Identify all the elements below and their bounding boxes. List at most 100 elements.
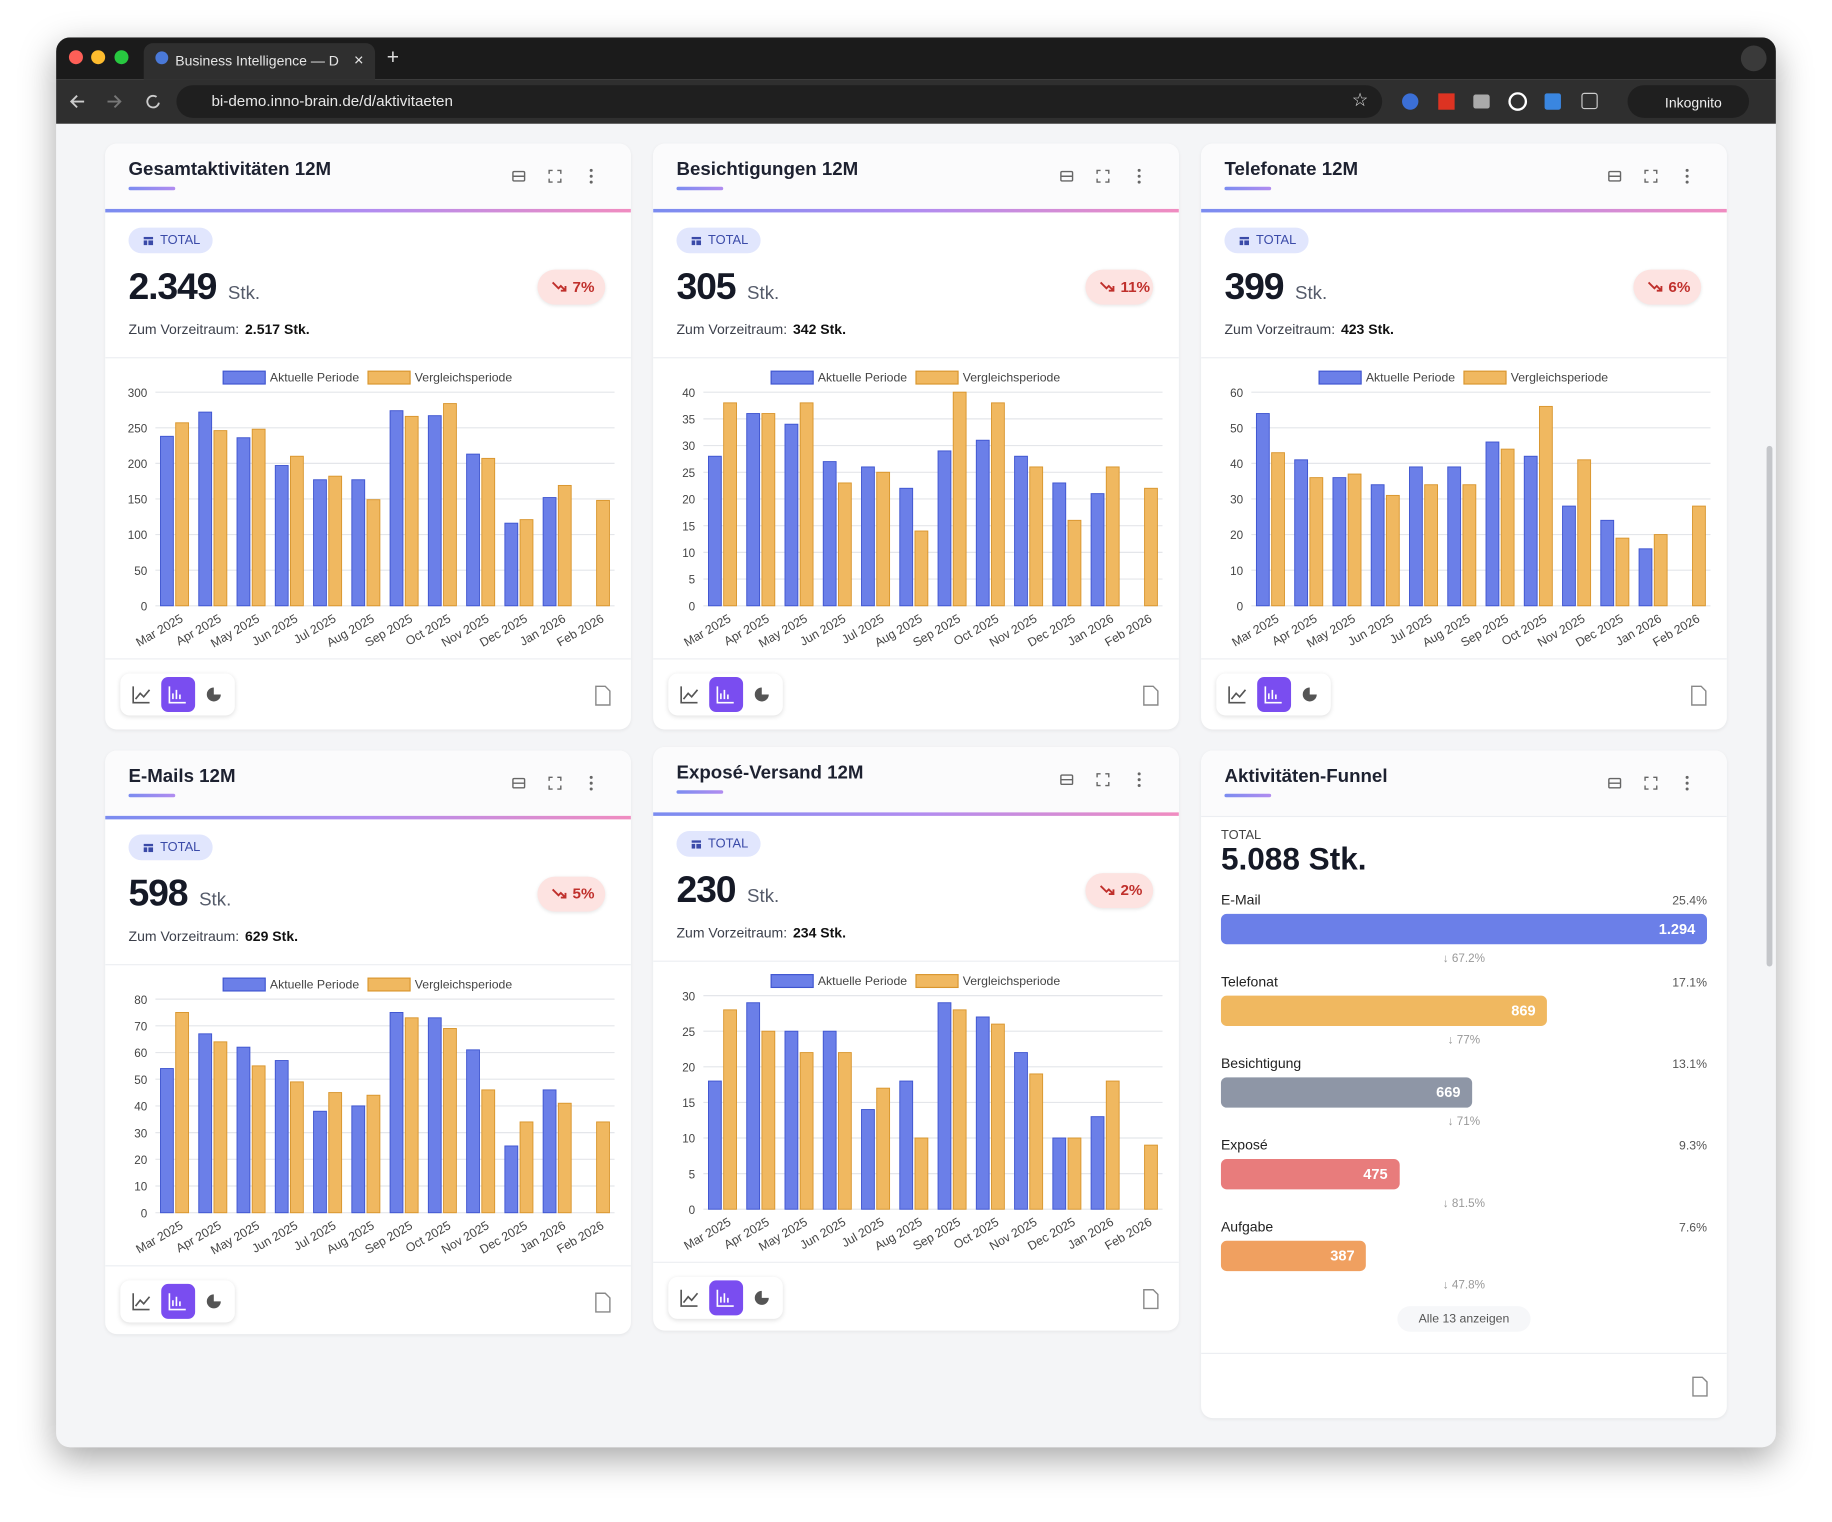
extensions[interactable] (1400, 89, 1610, 115)
menu-button[interactable] (1137, 168, 1141, 184)
menu-button[interactable] (1685, 168, 1689, 184)
bar-value: 387 (1330, 1247, 1355, 1265)
export-button[interactable] (1141, 685, 1160, 706)
pie-chart-button[interactable] (754, 687, 769, 702)
new-tab[interactable]: + (386, 45, 400, 69)
export-button[interactable] (594, 685, 613, 706)
change-value: 6% (1668, 277, 1691, 296)
y-tick-label: 100 (128, 529, 148, 542)
pie-chart-button[interactable] (206, 1294, 221, 1309)
bar-chart-button[interactable] (709, 1280, 744, 1316)
bar-chart-button[interactable] (161, 1283, 196, 1319)
chart: 0 10 20 30 40 50 60 70 80 Aktuelle Periode Verglei… (134, 977, 615, 1257)
export-button[interactable] (1689, 685, 1708, 706)
kpi-value: 598 (128, 871, 189, 914)
divider (1201, 357, 1727, 359)
panel-actions (512, 775, 593, 791)
expand-button[interactable] (1644, 776, 1658, 790)
y-tick-label: 0 (1237, 600, 1244, 613)
line-chart-button[interactable] (132, 686, 151, 704)
export-button[interactable] (1691, 1376, 1710, 1397)
y-tick-label: 60 (134, 1047, 147, 1060)
kpi: 399 Stk. (1224, 265, 1327, 308)
tab-close[interactable]: × (354, 50, 364, 69)
bar-chart-button[interactable] (161, 676, 196, 712)
menu-button[interactable] (1137, 772, 1141, 788)
icon (551, 888, 567, 899)
table-button[interactable] (512, 777, 526, 789)
bar (991, 402, 1005, 607)
bar (1052, 482, 1067, 607)
bar (1638, 548, 1653, 607)
bar (1090, 493, 1105, 607)
chart: 0 5 10 15 20 25 30 35 40 Aktuelle Periode Vergleic… (681, 370, 1163, 650)
divider (1201, 1352, 1727, 1354)
previous-value: 2.517 Stk. (245, 320, 310, 338)
menu-button[interactable] (1685, 775, 1689, 791)
expand-button[interactable] (1096, 169, 1110, 183)
legend-swatch (222, 977, 266, 992)
y-tick-label: 20 (682, 1061, 695, 1074)
menu-button[interactable] (589, 775, 593, 791)
table-button[interactable] (1060, 774, 1074, 786)
funnel-bar: 669 (1220, 1077, 1473, 1108)
profile-button[interactable]: Inkognito (1627, 85, 1750, 118)
window-controls[interactable] (56, 37, 149, 79)
icon (691, 843, 696, 849)
address-bar[interactable]: bi-demo.inno-brain.de/d/aktivitaeten ☆ (176, 85, 1383, 118)
title-accent (676, 790, 724, 794)
bar (952, 391, 967, 607)
y-tick-label: 0 (141, 1207, 148, 1220)
table-button[interactable] (1608, 777, 1622, 789)
badge-icon (143, 843, 154, 853)
conversion-rate: ↓ 67.2% (1442, 952, 1486, 966)
previous-period: Zum Vorzeitraum: 342 Stk. (676, 321, 846, 337)
bookmark-star[interactable]: ☆ (1351, 91, 1369, 111)
badge-text: TOTAL (160, 233, 201, 248)
bar (504, 1145, 519, 1214)
pie-chart-button[interactable] (206, 687, 221, 702)
expand-button[interactable] (1096, 773, 1110, 787)
tab-search[interactable] (1740, 45, 1767, 72)
line-chart-button[interactable] (132, 1293, 151, 1311)
y-tick-label: 10 (1230, 565, 1243, 578)
icon (1685, 168, 1689, 172)
pie-chart-button[interactable] (754, 1290, 769, 1305)
kpi-value: 230 (676, 868, 736, 911)
scrollbar[interactable] (1766, 445, 1773, 967)
show-all-button[interactable]: Alle 13 anzeigen (1397, 1306, 1531, 1332)
icon (1137, 174, 1141, 178)
line-chart-button[interactable] (680, 1289, 699, 1307)
y-tick-label: 5 (689, 574, 695, 587)
table-button[interactable] (1608, 170, 1622, 182)
line-chart-button[interactable] (1228, 686, 1247, 704)
bar (975, 1016, 990, 1210)
trend-icon (551, 281, 567, 292)
menu-button[interactable] (589, 168, 593, 184)
table-button[interactable] (1060, 170, 1074, 182)
previous-label: Zum Vorzeitraum: (676, 320, 788, 338)
bar-chart-button[interactable] (709, 676, 744, 712)
pie-chart-button[interactable] (1302, 687, 1317, 702)
badge-text: TOTAL (708, 836, 749, 851)
divider (653, 357, 1179, 359)
expand-button[interactable] (548, 169, 562, 183)
bar (175, 1012, 190, 1214)
y-tick-label: 20 (134, 1154, 147, 1167)
export-button[interactable] (594, 1292, 613, 1313)
line-chart-button[interactable] (680, 686, 699, 704)
chart: 0 10 20 30 40 50 60 Aktuelle Periode Vergleichsp… (1229, 370, 1711, 650)
y-tick-label: 50 (134, 565, 147, 578)
active-tab[interactable]: Business Intelligence — Dem × (143, 43, 376, 80)
bar-chart-button[interactable] (1257, 676, 1292, 712)
bar (1294, 459, 1309, 607)
expand-button[interactable] (548, 776, 562, 790)
bar (557, 484, 572, 607)
icon (696, 240, 702, 246)
table-button[interactable] (512, 170, 526, 182)
expand-button[interactable] (1644, 169, 1658, 183)
export-button[interactable] (1141, 1289, 1160, 1310)
y-tick-label: 60 (1230, 387, 1243, 400)
nav-buttons[interactable] (65, 86, 170, 116)
switch-icons (680, 1280, 769, 1316)
